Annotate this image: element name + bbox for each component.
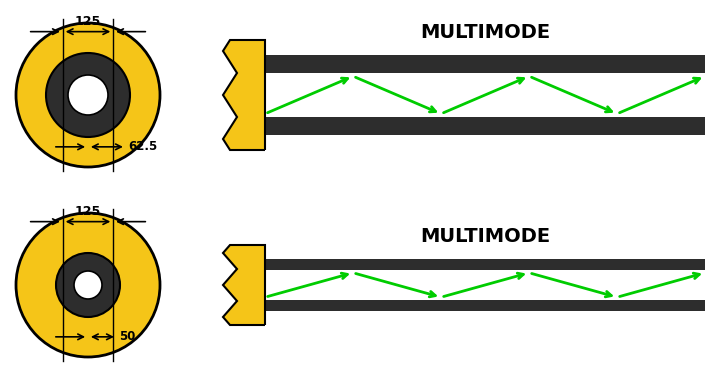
Circle shape [56, 253, 120, 317]
Circle shape [16, 213, 160, 357]
Text: 50: 50 [119, 330, 135, 344]
Bar [265, 117, 705, 135]
Text: 125: 125 [75, 205, 101, 218]
Text: 125: 125 [75, 15, 101, 28]
Text: MULTIMODE: MULTIMODE [420, 24, 550, 43]
Text: 62.5: 62.5 [128, 140, 157, 154]
Bar [265, 299, 705, 311]
Bar [265, 55, 705, 73]
Circle shape [74, 271, 102, 299]
Bar [265, 271, 705, 299]
Bar [265, 259, 705, 271]
Bar [265, 73, 705, 117]
PathPatch shape [223, 40, 265, 150]
Circle shape [46, 53, 130, 137]
Circle shape [16, 23, 160, 167]
PathPatch shape [223, 245, 265, 325]
Text: MULTIMODE: MULTIMODE [420, 228, 550, 247]
Circle shape [68, 75, 108, 115]
